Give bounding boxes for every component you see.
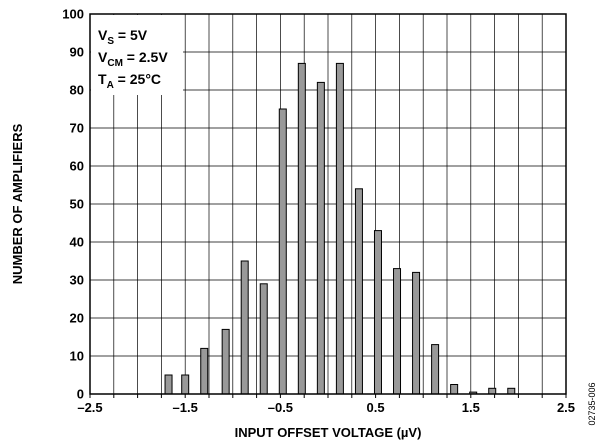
bar-5	[259, 283, 268, 395]
bar-14	[431, 344, 440, 395]
document-id: 02735-006	[587, 382, 597, 425]
annotation-background	[91, 15, 183, 95]
bar-2	[200, 347, 209, 395]
x-tick-label: 0.5	[367, 400, 385, 415]
y-tick-label: 80	[70, 83, 84, 98]
bar-15	[450, 384, 459, 395]
y-tick-label: 0	[77, 387, 84, 402]
condition-line-1: VCM = 2.5V	[98, 49, 168, 69]
bar-9	[335, 62, 344, 395]
x-tick-label: –0.5	[268, 400, 293, 415]
bar-3	[221, 328, 230, 395]
bar-12	[393, 268, 402, 395]
bar-13	[412, 271, 421, 395]
condition-line-2: TA = 25°C	[98, 71, 161, 91]
x-tick-labels: –2.5 –1.5 –0.5 0.5 1.5 2.5	[77, 400, 575, 415]
tick-marks	[89, 394, 567, 398]
bar-17	[488, 387, 497, 395]
bars	[164, 62, 516, 395]
bar-8	[316, 81, 325, 395]
y-tick-label: 50	[70, 197, 84, 212]
bar-7	[297, 62, 306, 395]
y-tick-label: 90	[70, 45, 84, 60]
x-tick-label: –2.5	[77, 400, 102, 415]
bar-1	[181, 374, 190, 395]
x-tick-label: 2.5	[557, 400, 575, 415]
y-tick-label: 20	[70, 311, 84, 326]
y-tick-label: 30	[70, 273, 84, 288]
condition-line-0: VS = 5V	[98, 27, 148, 47]
y-tick-label: 60	[70, 159, 84, 174]
x-axis-title: INPUT OFFSET VOLTAGE (µV)	[235, 425, 422, 440]
bar-11	[373, 230, 382, 395]
y-tick-label: 100	[62, 7, 84, 22]
x-tick-label: 1.5	[462, 400, 480, 415]
y-tick-label: 10	[70, 349, 84, 364]
grid-lines	[90, 14, 566, 394]
bar-4	[240, 260, 249, 395]
y-tick-label: 70	[70, 121, 84, 136]
y-tick-label: 40	[70, 235, 84, 250]
bar-10	[354, 188, 363, 395]
y-axis-title: NUMBER OF AMPLIFIERS	[10, 123, 25, 284]
bar-18	[507, 387, 516, 395]
bar-6	[278, 108, 287, 395]
x-tick-label: –1.5	[173, 400, 198, 415]
y-tick-labels: 0 10 20 30 40 50 60 70 80 90 100	[62, 7, 84, 402]
bar-0	[164, 374, 173, 395]
